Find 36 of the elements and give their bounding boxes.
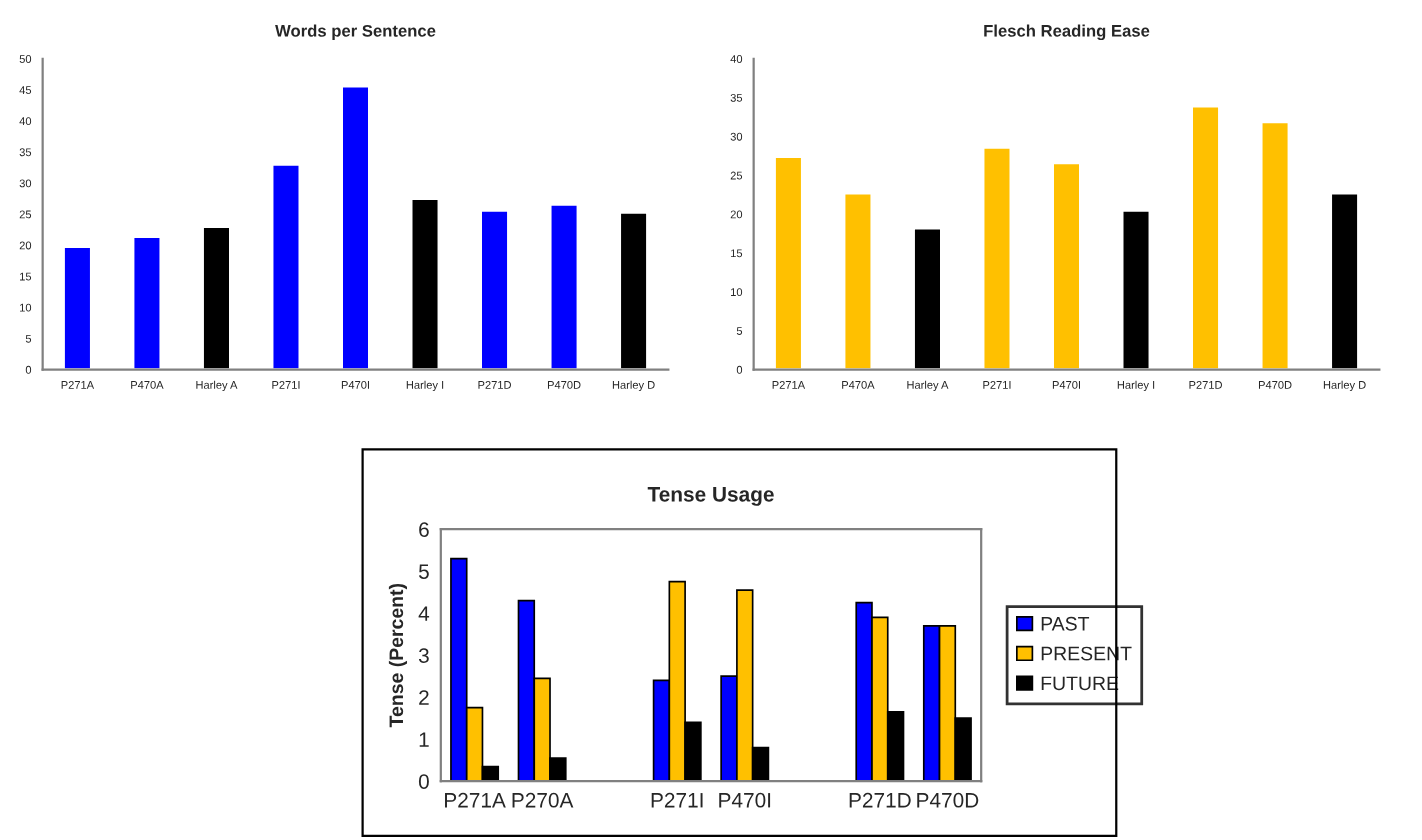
y-tick-label: 3 [418, 648, 429, 663]
y-tick-label: 0 [418, 774, 429, 789]
bar [842, 191, 874, 370]
bar [270, 163, 302, 370]
x-tick-label: P470I [719, 792, 771, 808]
bar [201, 225, 232, 370]
bar [981, 145, 1013, 370]
y-tick-label: 5 [418, 564, 429, 579]
y-tick-label: 6 [419, 522, 429, 537]
x-tick-label: P271A [445, 792, 506, 808]
bar [131, 235, 163, 370]
x-tick-label: P271I [651, 792, 703, 808]
y-tick-label: 1 [419, 732, 429, 747]
bar [1120, 208, 1152, 370]
chart-title: Flesch Reading Ease [984, 24, 1150, 41]
x-tick-label: P270A [512, 792, 574, 808]
chart-title: Tense Usage [647, 487, 774, 506]
bar [618, 210, 649, 370]
bar [409, 197, 441, 370]
bar [548, 202, 580, 370]
x-tick-label: P470D [917, 792, 979, 808]
legend-label: PAST [1041, 616, 1090, 631]
bar [773, 155, 804, 370]
bar [479, 209, 510, 370]
y-tick-label: 4 [418, 606, 430, 621]
bar [62, 245, 93, 370]
x-tick-label: P271D [849, 792, 911, 808]
bar [1051, 161, 1082, 370]
y-axis-title: Tense (Percent) [388, 583, 408, 728]
bar [1259, 120, 1291, 370]
bar [1190, 104, 1221, 370]
bar [1329, 191, 1360, 370]
chart-title: Words per Sentence [275, 24, 436, 41]
bar [340, 84, 371, 370]
bar [912, 226, 943, 370]
y-tick-label: 2 [419, 690, 429, 705]
